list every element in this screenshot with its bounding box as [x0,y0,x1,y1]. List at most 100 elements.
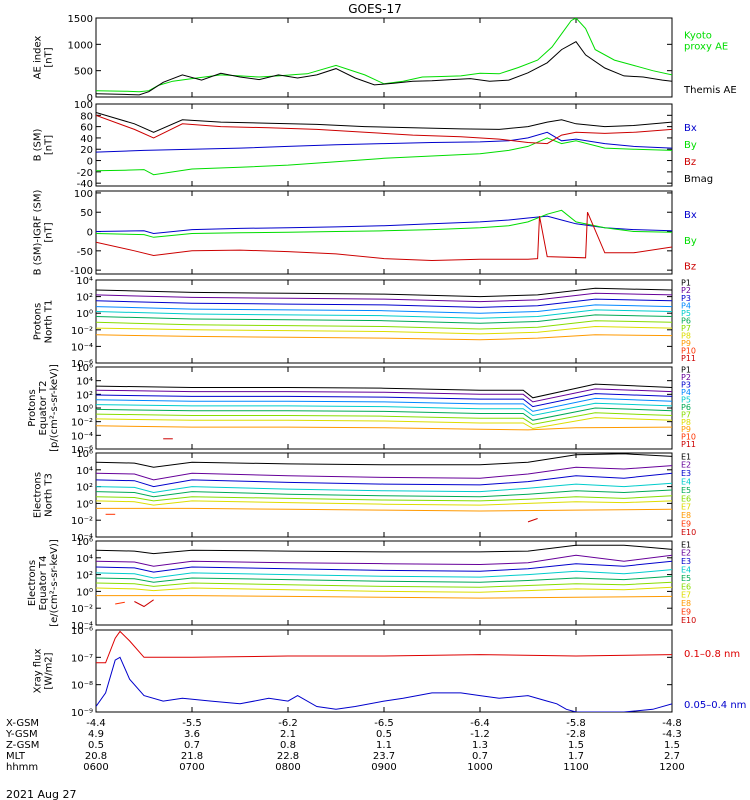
series-line-by [96,209,672,238]
x-row-value: 4.9 [88,729,104,740]
y-axis-label: [e/(cm²-s-sr-keV)] [49,539,60,627]
x-row-value: 1.7 [568,751,584,762]
y-tick-label: 0 [87,228,93,239]
y-tick-label: -20 [77,168,93,179]
y-tick-label: 10² [76,571,93,582]
series-line-p3 [96,393,672,408]
x-row-value: 22.8 [277,751,299,762]
series-line-p6 [96,407,672,421]
y-axis-label: [nT] [44,222,55,242]
series-line-e1 [96,453,672,468]
y-tick-label: 100 [74,100,93,111]
series-line-e5 [96,575,672,583]
series-group [96,453,672,523]
y-tick-label: 10⁻⁸ [71,681,93,692]
legend-entry: P10 [681,347,696,356]
y-tick-label: 10⁻² [71,516,93,527]
y-axis-label: [p/(cm²-s-sr-keV)] [49,364,60,452]
series-line-bmag [96,112,672,133]
y-axis-label: Xray flux [33,649,44,694]
series-line-p6 [96,314,672,324]
y-tick-label: 10⁻⁹ [71,708,93,719]
y-tick-label: -100 [70,266,93,277]
series-line-kyoto-proxy-ae [96,18,672,93]
y-tick-label: 0 [87,157,93,168]
x-row-value: 23.7 [373,751,395,762]
x-row-value: -4.3 [662,729,682,740]
series-line-p9 [96,334,672,341]
y-tick-label: 10⁶ [76,537,93,548]
x-row-value: 0.7 [472,751,488,762]
panel-frame [95,366,673,450]
legend-entry: P5 [681,395,691,404]
legend-entry: E5 [681,574,691,583]
series-line-p7 [96,320,672,330]
legend-entry: P2 [681,373,691,382]
x-row-value: -6.2 [278,718,298,729]
y-tick-label: 50 [80,208,93,219]
x-row-value: 1.3 [472,740,488,751]
series-line-e8 [96,595,672,599]
y-tick-label: 10⁴ [76,377,93,388]
series-group [96,630,672,712]
series-group [96,209,672,262]
y-tick-label: 500 [74,67,93,78]
series-group [96,383,672,440]
legend-entry: P11 [681,354,696,363]
y-tick-label: 1500 [68,14,93,25]
series-line-p3 [96,298,672,308]
y-tick-label: 40 [80,134,93,145]
legend-entry: P6 [681,316,691,325]
legend-entry: E4 [681,478,691,487]
panel-frame [95,17,673,98]
y-tick-label: 10² [76,390,93,401]
x-row-label: Y-GSM [5,729,38,740]
y-tick-label: 80 [80,111,93,122]
series-line-p4 [96,304,672,314]
legend-entry: E10 [681,528,696,537]
series-line-p8 [96,325,672,335]
legend-entry: proxy AE [684,42,728,53]
legend-entry: P1 [681,279,691,288]
y-tick-label: 10⁻⁶ [71,445,93,456]
legend-entry: P9 [681,339,691,348]
legend-entry: Kyoto [684,31,712,42]
y-tick-label: 10⁰ [76,309,93,320]
series-line-p2 [96,388,672,403]
x-row-value: 0.8 [280,740,296,751]
y-tick-label: 10⁴ [76,276,93,287]
legend-entry: P9 [681,425,691,434]
legend-entry: E5 [681,486,691,495]
x-axis-table: X-GSM -4.4 -5.5 -6.2 -6.5 -6.4 -5.8 -4.8 Y-GSM 4.… [5,718,685,773]
x-row-value: -6.5 [374,718,394,729]
x-row-value: -1.2 [470,729,490,740]
y-tick-label: 10⁻² [71,604,93,615]
legend-entry: E6 [681,582,691,591]
y-axis-label: Equator T4 [38,556,49,611]
x-row-value: 0.7 [184,740,200,751]
y-axis-label: Equator T2 [38,381,49,436]
legend-entry: E1 [681,540,691,549]
x-row-value: 2.1 [280,729,296,740]
legend-entry: E10 [681,616,696,625]
legend-entry: E8 [681,511,691,520]
legend-entry: P4 [681,301,691,310]
panel-frame [95,452,673,538]
series-line-e1 [96,544,672,555]
x-row-value: 0800 [275,762,300,773]
legend-entry: E8 [681,599,691,608]
legend-entry: P3 [681,381,691,390]
x-row-value: 1000 [467,762,492,773]
legend-entry: E2 [681,461,691,470]
series-line-p4 [96,397,672,412]
series-line-e8 [96,507,672,512]
y-axis-label: North T3 [44,473,55,517]
series-line-e6 [96,495,672,502]
legend-entry: E4 [681,566,691,575]
legend-entry: E3 [681,557,691,566]
x-row-label: MLT [6,751,26,762]
legend-entry: P5 [681,309,691,318]
